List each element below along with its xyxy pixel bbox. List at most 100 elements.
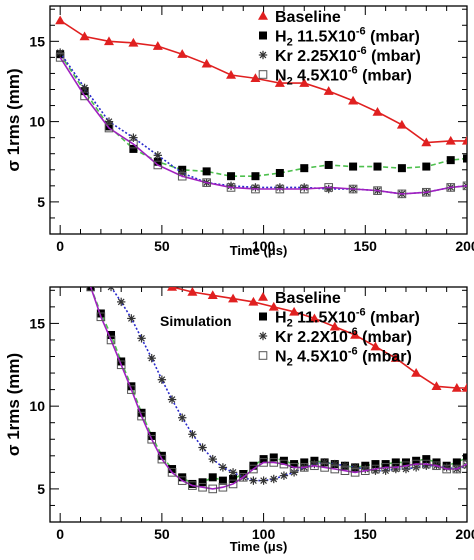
data-point (226, 183, 236, 192)
data-point (324, 183, 333, 192)
y-tick-label: 5 (37, 194, 45, 210)
legend-marker (259, 31, 267, 40)
x-tick-label: 0 (56, 238, 64, 254)
data-point (147, 353, 156, 363)
legend-item: H2 11.5X10-6 (mbar) (259, 26, 420, 49)
legend-label: N2 4.5X10-6 (mbar) (275, 65, 412, 88)
legend-item: H2 11.5X10-6 (mbar) (259, 307, 420, 330)
legend-label: Kr 2.25X10-6 (mbar) (275, 45, 421, 65)
data-point (462, 459, 467, 469)
data-point (275, 183, 285, 192)
x-tick-label: 150 (354, 238, 378, 254)
data-point (86, 287, 95, 291)
data-point (462, 382, 467, 392)
plot-area (86, 287, 467, 494)
x-axis: 0 50 100 150 200 (56, 287, 474, 542)
data-point (396, 119, 407, 129)
data-point (431, 381, 442, 391)
data-point (330, 459, 339, 469)
data-point (340, 466, 350, 475)
data-point (259, 458, 268, 467)
data-point (289, 463, 299, 472)
x-tick-label: 50 (154, 238, 170, 254)
x-tick-label: 200 (455, 526, 474, 542)
data-point (373, 162, 382, 171)
data-point (177, 476, 187, 485)
data-point (391, 458, 400, 467)
data-point (127, 385, 136, 394)
series-line (171, 287, 467, 389)
x-axis-label: Time (μs) (230, 539, 288, 554)
plot-area (55, 15, 467, 199)
plot-frame (49, 5, 468, 235)
data-point (422, 461, 431, 470)
data-point (106, 287, 116, 292)
data-point (226, 70, 237, 79)
data-point (422, 162, 431, 171)
legend-item: Kr 2.2X10-6 (mbar) (258, 326, 412, 346)
data-point (228, 479, 238, 489)
x-axis: 0 50 100 150 200 (56, 6, 474, 254)
data-point (372, 106, 383, 116)
legend-label: H2 11.5X10-6 (mbar) (275, 307, 420, 330)
y-axis-label: σ 1rms (mm) (4, 68, 23, 171)
data-point (422, 459, 431, 469)
data-point (157, 454, 167, 464)
legend-marker (258, 70, 268, 79)
data-point (167, 395, 177, 404)
data-point (350, 468, 360, 477)
data-point (55, 53, 65, 62)
data-point (463, 154, 467, 163)
data-point (116, 360, 126, 370)
data-point (218, 482, 228, 492)
data-point (323, 86, 334, 95)
data-point (227, 172, 236, 181)
data-point (421, 137, 432, 147)
data-point (208, 484, 218, 494)
data-point (299, 184, 309, 194)
series-baseline (167, 287, 467, 392)
data-point (300, 164, 309, 173)
data-point (268, 301, 279, 311)
series-n (86, 287, 467, 494)
data-point (390, 353, 401, 362)
data-point (360, 466, 370, 475)
data-point (202, 178, 211, 187)
data-point (289, 306, 300, 316)
data-point (324, 160, 333, 169)
data-point (274, 78, 285, 87)
data-point (86, 287, 95, 292)
x-tick-label: 150 (354, 526, 378, 542)
data-point (279, 471, 289, 480)
data-point (167, 468, 177, 477)
legend-marker (258, 351, 268, 360)
data-point (348, 184, 358, 194)
x-tick-label: 100 (252, 526, 276, 542)
data-point (229, 474, 238, 483)
y-axis: 5 10 15 (29, 8, 467, 235)
data-point (228, 468, 238, 477)
data-point (80, 83, 89, 93)
data-point (462, 181, 467, 191)
data-point (373, 186, 382, 195)
data-point (259, 476, 268, 485)
data-point (422, 455, 431, 464)
data-point (202, 167, 211, 176)
data-point (96, 312, 106, 322)
data-point (463, 453, 467, 462)
data-point (153, 157, 162, 166)
data-point (153, 151, 163, 160)
data-point (371, 464, 380, 474)
x-tick-label: 100 (252, 238, 276, 254)
data-point (446, 183, 456, 192)
data-point (397, 164, 406, 173)
data-point (391, 463, 401, 472)
data-point (251, 172, 260, 181)
data-point (107, 330, 116, 339)
data-point (299, 463, 309, 472)
data-point (451, 382, 462, 392)
data-point (79, 31, 90, 41)
y-tick-label: 10 (29, 398, 45, 414)
data-point (188, 481, 197, 490)
